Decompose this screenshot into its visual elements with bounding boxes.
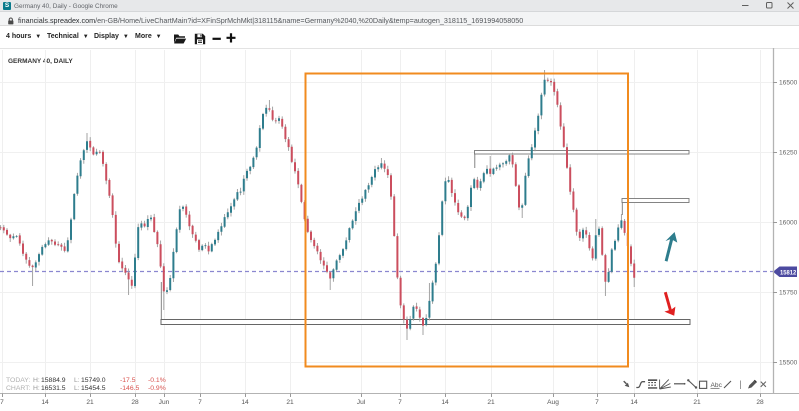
svg-text:-0.1%: -0.1%: [148, 377, 166, 384]
svg-text:14: 14: [241, 399, 249, 406]
svg-text:L:: L:: [74, 385, 80, 392]
svg-text:7: 7: [398, 399, 402, 406]
svg-text:Jul: Jul: [357, 399, 366, 406]
svg-text:L:: L:: [74, 377, 80, 384]
svg-text:21: 21: [286, 399, 294, 406]
svg-text:Jun: Jun: [159, 399, 170, 406]
svg-text:15884.9: 15884.9: [41, 377, 66, 384]
svg-text:15750: 15750: [779, 290, 798, 297]
svg-text:-146.5: -146.5: [120, 385, 139, 392]
svg-text:H:: H:: [33, 385, 40, 392]
svg-text:14: 14: [630, 399, 638, 406]
svg-text:TODAY:: TODAY:: [6, 377, 30, 384]
svg-text:16000: 16000: [779, 220, 798, 227]
svg-text:16531.5: 16531.5: [41, 385, 66, 392]
svg-text:28: 28: [131, 399, 139, 406]
svg-text:21: 21: [693, 399, 701, 406]
svg-text:CHART:: CHART:: [6, 385, 31, 392]
svg-text:H:: H:: [33, 377, 40, 384]
svg-text:14: 14: [441, 399, 449, 406]
svg-text:15500: 15500: [779, 360, 798, 367]
svg-text:7: 7: [0, 399, 4, 406]
svg-text:28: 28: [756, 399, 764, 406]
svg-text:15749.0: 15749.0: [81, 377, 106, 384]
svg-text:7: 7: [198, 399, 202, 406]
svg-text:Aug: Aug: [547, 399, 559, 406]
svg-text:14: 14: [41, 399, 49, 406]
svg-text:-0.9%: -0.9%: [148, 385, 166, 392]
svg-text:7: 7: [595, 399, 599, 406]
svg-text:16500: 16500: [779, 80, 798, 87]
svg-text:16250: 16250: [779, 150, 798, 157]
svg-text:15454.5: 15454.5: [81, 385, 106, 392]
svg-text:-17.5: -17.5: [120, 377, 136, 384]
svg-text:21: 21: [487, 399, 495, 406]
svg-text:15812: 15812: [780, 269, 797, 276]
svg-text:Abc: Abc: [711, 382, 723, 389]
svg-text:21: 21: [86, 399, 94, 406]
